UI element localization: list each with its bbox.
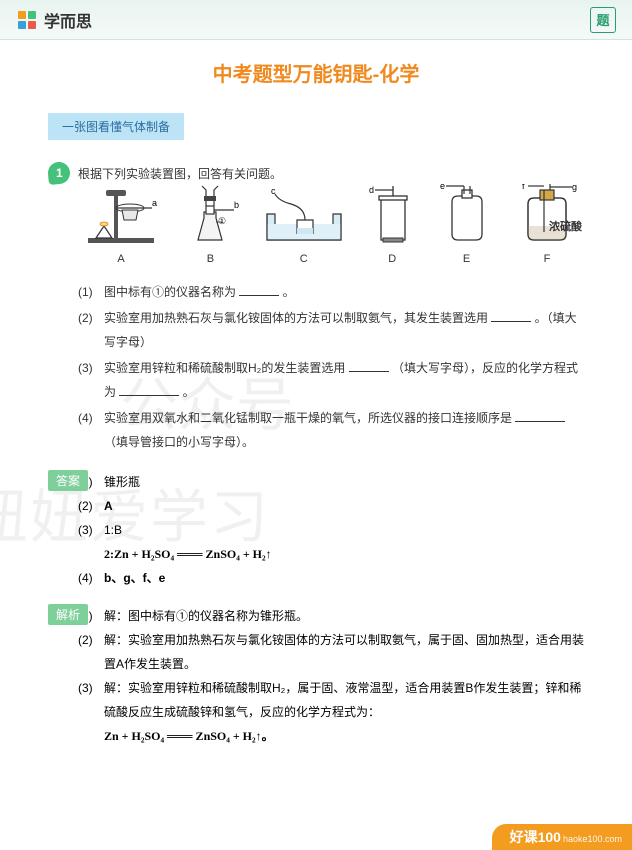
sub-question-2: (2) 实验室用加热熟石灰与氯化铵固体的方法可以制取氨气，其发生装置选用 。（填… bbox=[78, 306, 584, 354]
svg-text:①: ① bbox=[218, 216, 226, 226]
page-body: 中考题型万能钥匙-化学 一张图看懂气体制备 1 根据下列实验装置图，回答有关问题… bbox=[0, 40, 632, 748]
section-tag: 一张图看懂气体制备 bbox=[48, 113, 184, 140]
question-content: 根据下列实验装置图，回答有关问题。 a A bbox=[78, 162, 584, 454]
question-stem: 根据下列实验装置图，回答有关问题。 bbox=[78, 162, 584, 186]
svg-text:c: c bbox=[271, 186, 276, 196]
sub-question-4: (4) 实验室用双氧水和二氧化锰制取一瓶干燥的氧气，所选仪器的接口连接顺序是 （… bbox=[78, 406, 584, 454]
answer-tag: 答案 bbox=[48, 470, 88, 491]
question-number-badge: 1 bbox=[47, 161, 71, 185]
brand-icon bbox=[16, 9, 38, 31]
header-badge-icon: 题 bbox=[590, 7, 616, 33]
acid-label: 浓硫酸 bbox=[549, 216, 582, 238]
apparatus-d: d D bbox=[365, 184, 419, 270]
footer-watermark: 好课100haoke100.com bbox=[492, 824, 632, 850]
brand-logo: 学而思 bbox=[16, 8, 92, 32]
svg-text:b: b bbox=[234, 200, 239, 210]
answer-block: (1)锥形瓶 (2)A (3) 1:B 2:Zn + H₂SO₄ ═══ ZnS… bbox=[78, 470, 584, 590]
svg-text:d: d bbox=[369, 185, 374, 195]
brand-text: 学而思 bbox=[44, 8, 92, 32]
explain-tag: 解析 bbox=[48, 604, 88, 625]
svg-text:f: f bbox=[522, 184, 525, 191]
svg-text:e: e bbox=[440, 184, 445, 191]
sub-question-1: (1) 图中标有①的仪器名称为 。 bbox=[78, 280, 584, 304]
page-title: 中考题型万能钥匙-化学 bbox=[48, 58, 584, 87]
apparatus-figure: a A b ① bbox=[78, 192, 584, 270]
apparatus-a: a A bbox=[82, 184, 160, 270]
svg-text:g: g bbox=[572, 184, 577, 192]
page-header: 学而思 题 bbox=[0, 0, 632, 40]
apparatus-b: b ① B bbox=[178, 184, 242, 270]
apparatus-e: e E bbox=[438, 184, 496, 270]
explain-block: (1)解：图中标有①的仪器名称为锥形瓶。 (2)解：实验室用加热熟石灰与氯化铵固… bbox=[78, 604, 584, 748]
sub-question-3: (3) 实验室用锌粒和稀硫酸制取H₂的发生装置选用 （填大写字母），反应的化学方… bbox=[78, 356, 584, 404]
apparatus-f: f g 浓硫酸 F bbox=[514, 184, 580, 270]
svg-text:a: a bbox=[152, 198, 157, 208]
apparatus-c: c C bbox=[261, 184, 347, 270]
